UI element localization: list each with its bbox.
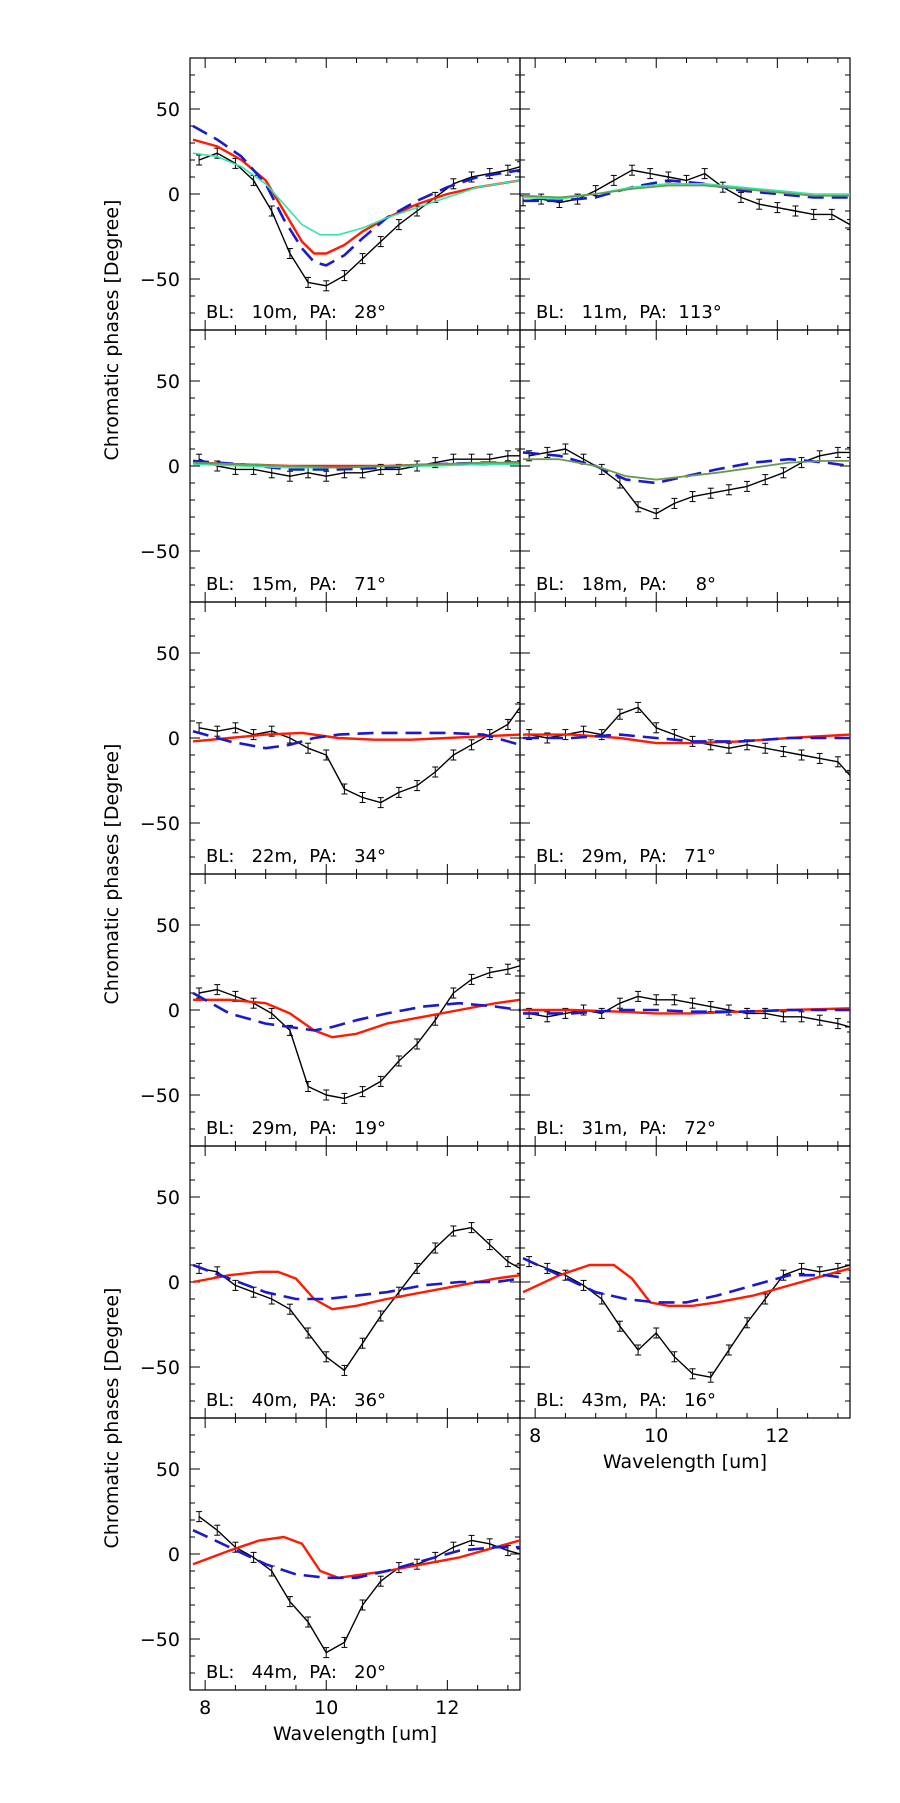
series-red-line bbox=[523, 733, 850, 745]
panel-baseline-label: BL: 44m, PA: 20° bbox=[206, 1662, 386, 1683]
series-blue-line bbox=[523, 733, 850, 743]
x-tick-label: 8 bbox=[199, 1697, 211, 1719]
series-red-line bbox=[523, 1007, 850, 1015]
series-blue-line bbox=[192, 1263, 520, 1301]
y-tick-label: −50 bbox=[140, 813, 180, 835]
panel-9: 50 0 −50 BL: 40m, PA: 36° bbox=[140, 1145, 521, 1419]
y-tick-label: −50 bbox=[140, 1357, 180, 1379]
panel-baseline-label: BL: 31m, PA: 72° bbox=[536, 1118, 716, 1139]
series-red-line bbox=[192, 731, 520, 743]
series-group bbox=[522, 1256, 850, 1383]
panel-baseline-label: BL: 15m, PA: 71° bbox=[206, 574, 386, 595]
panel-baseline-label: BL: 10m, PA: 28° bbox=[206, 302, 386, 323]
y-tick-label: 50 bbox=[156, 1459, 180, 1481]
panel-baseline-label: BL: 29m, PA: 19° bbox=[206, 1118, 386, 1139]
series-group bbox=[192, 1222, 520, 1376]
y-tick-label: −50 bbox=[140, 1085, 180, 1107]
panels-layer: 50 0 −50 BL: 10m, PA: 28° BL: 11m, PA: 113° 5… bbox=[140, 57, 851, 1719]
series-green-line bbox=[522, 184, 850, 199]
x-tick-label: 10 bbox=[644, 1425, 668, 1447]
y-tick-label: 0 bbox=[168, 184, 180, 206]
y-tick-label: 50 bbox=[156, 643, 180, 665]
series-green-line bbox=[523, 458, 850, 481]
panel-baseline-label: BL: 43m, PA: 16° bbox=[536, 1390, 716, 1411]
y-tick-label: 0 bbox=[168, 456, 180, 478]
x-tick-label: 12 bbox=[435, 1697, 459, 1719]
y-tick-label: 50 bbox=[156, 915, 180, 937]
panel-baseline-label: BL: 29m, PA: 71° bbox=[536, 846, 716, 867]
panel-7: 50 0 −50 BL: 29m, PA: 19° bbox=[140, 873, 521, 1147]
series-group bbox=[192, 1511, 520, 1659]
y-axis-title: Chromatic phases [Degree] bbox=[101, 200, 123, 461]
series-red-line bbox=[192, 138, 520, 255]
x-axis-title: Wavelength [um] bbox=[603, 1451, 767, 1473]
panel-6: BL: 29m, PA: 71° bbox=[519, 601, 851, 875]
panel-10: 8 10 12 BL: 43m, PA: 16° bbox=[519, 1145, 851, 1447]
series-blue-line bbox=[522, 1257, 850, 1304]
panel-baseline-label: BL: 11m, PA: 113° bbox=[536, 302, 722, 323]
series-blue-line bbox=[192, 1529, 520, 1580]
x-tick-label: 10 bbox=[314, 1697, 338, 1719]
series-group bbox=[192, 124, 520, 292]
series-group bbox=[192, 960, 520, 1104]
y-tick-label: −50 bbox=[140, 1629, 180, 1651]
panel-1: 50 0 −50 BL: 10m, PA: 28° bbox=[140, 57, 521, 331]
panel-baseline-label: BL: 40m, PA: 36° bbox=[206, 1390, 386, 1411]
y-tick-label: 50 bbox=[156, 371, 180, 393]
series-red-line bbox=[192, 1270, 520, 1311]
series-group bbox=[520, 164, 850, 231]
series-blue-line bbox=[523, 1008, 850, 1015]
panel-8: BL: 31m, PA: 72° bbox=[519, 873, 851, 1147]
series-red-line bbox=[193, 998, 520, 1039]
series-blue-line bbox=[192, 729, 520, 750]
series-cyan-line bbox=[192, 152, 520, 236]
y-axis-titles: Chromatic phases [Degree] Chromatic phase… bbox=[101, 200, 123, 1549]
x-tick-label: 8 bbox=[529, 1425, 541, 1447]
x-axis-titles: Wavelength [um] Wavelength [um] bbox=[273, 1451, 767, 1745]
panel-11: 50 0 −50 8 10 12 BL: 44m, PA: 20° bbox=[140, 1417, 521, 1719]
series-red-line bbox=[522, 1263, 850, 1308]
series-blue-line bbox=[192, 991, 520, 1032]
x-axis-title: Wavelength [um] bbox=[273, 1723, 437, 1745]
y-tick-label: 0 bbox=[168, 1544, 180, 1566]
series-group bbox=[192, 701, 520, 809]
y-axis-title: Chromatic phases [Degree] bbox=[101, 1288, 123, 1549]
y-tick-label: 0 bbox=[168, 1272, 180, 1294]
y-tick-label: 50 bbox=[156, 99, 180, 121]
panel-baseline-label: BL: 18m, PA: 8° bbox=[536, 574, 716, 595]
series-group bbox=[522, 443, 850, 520]
series-blue-line bbox=[523, 179, 850, 203]
y-axis-title: Chromatic phases [Degree] bbox=[101, 744, 123, 1005]
panel-baseline-label: BL: 22m, PA: 34° bbox=[206, 846, 386, 867]
series-group bbox=[523, 701, 850, 781]
y-tick-label: 50 bbox=[156, 1187, 180, 1209]
panel-4: BL: 18m, PA: 8° bbox=[519, 329, 851, 603]
y-tick-label: −50 bbox=[140, 541, 180, 563]
panel-3: 50 0 −50 BL: 15m, PA: 71° bbox=[140, 329, 521, 603]
series-group bbox=[523, 990, 850, 1033]
x-tick-label: 12 bbox=[765, 1425, 789, 1447]
y-tick-label: −50 bbox=[140, 269, 180, 291]
series-group bbox=[192, 450, 520, 482]
series-blue-line bbox=[192, 124, 520, 267]
series-green-line bbox=[192, 461, 520, 469]
y-tick-label: 0 bbox=[168, 1000, 180, 1022]
y-tick-label: 0 bbox=[168, 728, 180, 750]
